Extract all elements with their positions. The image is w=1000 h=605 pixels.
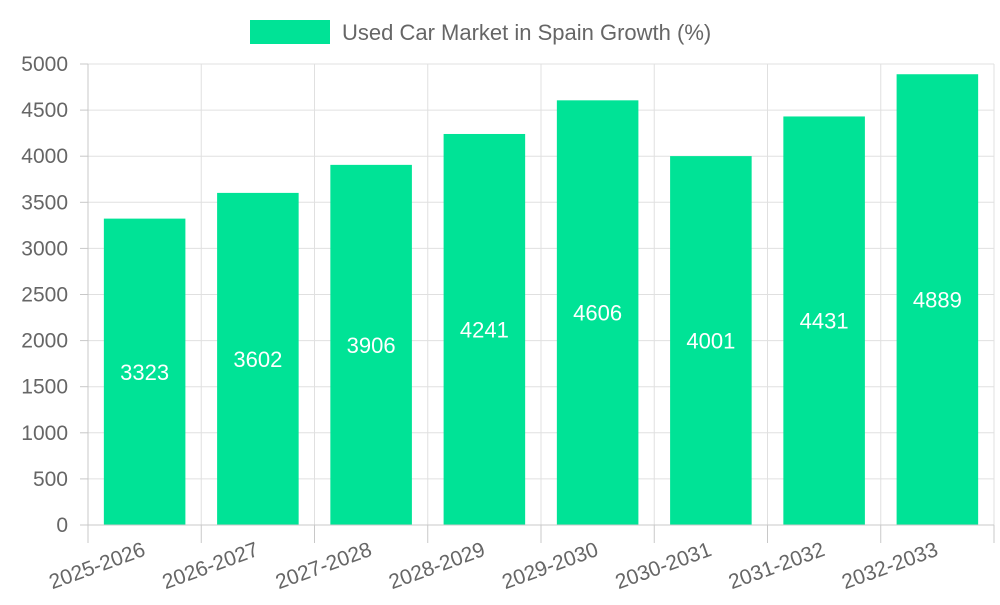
y-tick-label: 0 [56,514,68,537]
bar[interactable] [670,156,752,526]
bar[interactable] [556,100,639,526]
bar[interactable] [896,74,979,526]
x-tick-label: 2032-2033 [839,538,941,594]
y-tick-label: 3000 [21,237,68,260]
x-tick-label: 2025-2026 [46,538,148,594]
bar-value-label: 4889 [913,288,962,313]
data-labels-group: 3323 3602 3906 4241 4606 4001 4431 4889 [120,288,962,385]
y-tick-label: 5000 [21,53,68,76]
y-tick-label: 4500 [21,99,68,122]
y-tick-label: 1000 [21,422,68,445]
y-tick-label: 4000 [21,145,68,168]
bar-value-label: 4606 [573,301,622,326]
y-tick-label: 2000 [21,330,68,353]
bar[interactable] [443,133,526,525]
y-tick-label: 1500 [21,376,68,399]
bar-value-label: 3602 [233,347,282,372]
bar[interactable] [103,218,186,526]
x-tick-label: 2030-2031 [612,538,714,594]
x-tick-label: 2028-2029 [386,538,488,594]
legend[interactable]: Used Car Market in Spain Growth (%) [250,20,711,45]
bar[interactable] [330,164,412,525]
bars-group [103,74,979,526]
y-tick-label: 500 [33,468,68,491]
y-tick-label: 2500 [21,284,68,307]
bar-value-label: 3906 [347,333,396,358]
bar-value-label: 4431 [800,309,849,334]
y-tick-label: 3500 [21,191,68,214]
bar[interactable] [783,116,865,526]
bar-value-label: 4001 [686,329,735,354]
x-tick-label: 2027-2028 [273,538,375,594]
x-tick-label: 2029-2030 [499,538,601,594]
x-tick-label: 2026-2027 [159,538,261,594]
bar-value-label: 3323 [120,360,169,385]
bar[interactable] [217,192,299,525]
x-tick-label: 2031-2032 [726,538,828,594]
legend-swatch [250,20,330,44]
legend-label: Used Car Market in Spain Growth (%) [342,20,711,45]
bar-value-label: 4241 [460,317,509,342]
